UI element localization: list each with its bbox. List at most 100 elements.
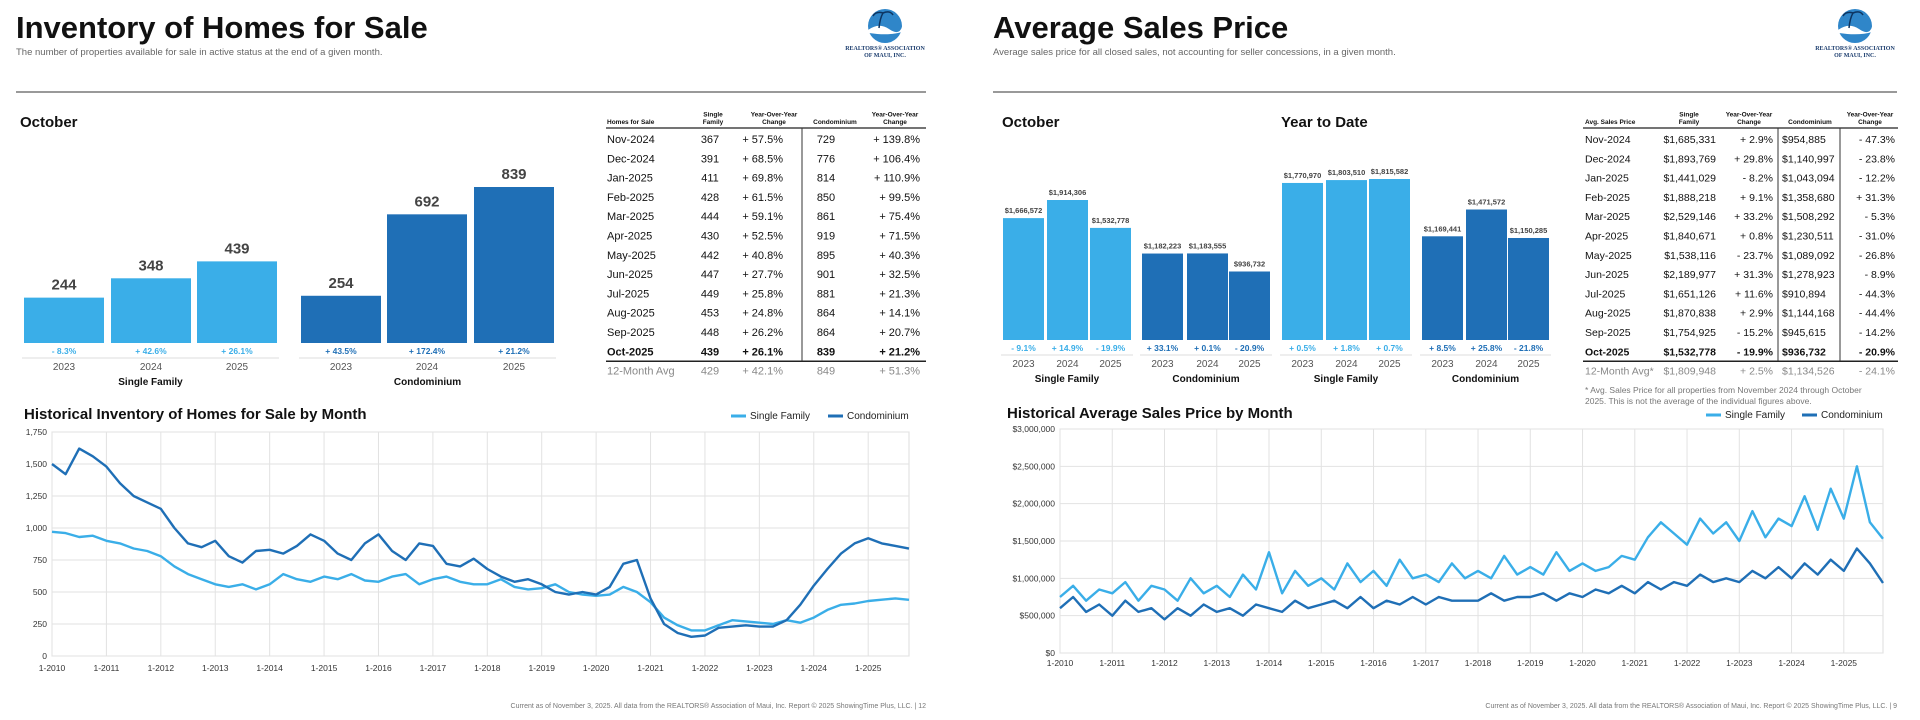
table-cell: 864 [817,327,835,339]
table-cell: + 59.1% [742,211,783,223]
bar [1047,200,1088,340]
x-tick-label: 1-2022 [1674,658,1701,668]
table-cell: $1,441,029 [1663,173,1716,185]
bar [1142,253,1183,340]
bar [1508,237,1549,340]
page-title: Average Sales Price [993,10,1288,45]
year-label: 2024 [140,362,163,373]
x-tick-label: 1-2019 [1517,658,1544,668]
x-tick-label: 1-2013 [202,663,229,673]
table-cell: + 32.5% [879,269,920,281]
change-label: + 14.9% [1052,343,1084,353]
x-tick-label: 1-2013 [1204,658,1231,668]
x-tick-label: 1-2021 [1622,658,1649,668]
table-cell: 391 [701,153,719,165]
table-cell: + 75.4% [879,211,920,223]
table-cell: $1,888,218 [1663,192,1716,204]
y-tick-label: 0 [42,651,47,661]
bar [301,295,381,343]
table-cell: - 47.3% [1859,134,1895,146]
table-cell: 367 [701,134,719,146]
table-cell: Jan-2025 [607,173,653,185]
year-label: 2023 [1291,359,1314,370]
group-label: Condominium [394,377,461,388]
bar [1422,236,1463,340]
table-cell: Sep-2025 [607,327,655,339]
year-label: 2023 [53,362,76,373]
change-label: - 8.3% [52,346,77,356]
table-cell: + 40.8% [742,250,783,262]
table-cell: 442 [701,250,719,262]
year-label: 2024 [1475,359,1498,370]
table-header: Single [703,112,723,119]
table-cell: $936,732 [1782,346,1826,358]
table-cell: $1,809,948 [1663,366,1716,378]
legend-label: Single Family [750,411,810,422]
y-tick-label: $500,000 [1020,611,1056,621]
table-cell: - 26.8% [1859,250,1895,262]
table-cell: 453 [701,308,719,320]
page-footer: Current as of November 3, 2025. All data… [1485,702,1897,710]
table-cell: - 31.0% [1859,231,1895,243]
x-tick-label: 1-2010 [1047,658,1074,668]
table-cell: + 9.1% [1740,192,1773,204]
table-cell: $1,089,092 [1782,250,1835,262]
table-cell: + 40.3% [879,250,920,262]
bar-value-label: $1,169,441 [1424,224,1462,233]
bar-value-label: $1,803,510 [1328,168,1366,177]
x-tick-label: 1-2014 [1256,658,1283,668]
year-label: 2024 [416,362,439,373]
year-label: 2024 [1056,359,1079,370]
table-cell: 864 [817,308,835,320]
table-cell: Apr-2025 [1585,231,1628,243]
year-label: 2025 [1099,359,1122,370]
y-tick-label: 1,500 [26,459,48,469]
bar-value-label: 254 [328,275,354,292]
bar-value-label: $1,815,582 [1371,167,1409,176]
y-tick-label: 1,000 [26,523,48,533]
table-cell: Oct-2025 [607,346,653,358]
x-tick-label: 1-2021 [637,663,664,673]
x-tick-label: 1-2012 [148,663,175,673]
series-line [51,447,910,638]
change-label: + 25.8% [1471,343,1503,353]
bar-value-label: 348 [138,257,163,274]
table-note: 2025. This is not the average of the ind… [1585,396,1812,406]
x-tick-label: 1-2017 [420,663,447,673]
bar [474,187,554,343]
table-cell: Dec-2024 [607,153,655,165]
x-tick-label: 1-2016 [365,663,392,673]
table-cell: + 51.3% [879,366,920,378]
table-cell: + 52.5% [742,231,783,243]
table-cell: + 2.9% [1740,134,1773,146]
bar-value-label: 439 [224,240,249,257]
table-cell: + 61.5% [742,192,783,204]
bar [1187,253,1228,340]
change-label: + 21.2% [498,346,530,356]
logo-palm [872,11,894,29]
change-label: - 21.8% [1514,343,1544,353]
x-tick-label: 1-2022 [692,663,719,673]
table-header: Change [1737,119,1761,126]
x-tick-label: 1-2019 [528,663,555,673]
x-tick-label: 1-2018 [1465,658,1492,668]
table-cell: + 14.1% [879,308,920,320]
bar [1326,180,1367,340]
table-cell: 439 [701,346,719,358]
y-tick-label: 1,750 [26,427,48,437]
table-cell: 729 [817,134,835,146]
year-label: 2024 [1335,359,1358,370]
table-cell: $2,189,977 [1663,269,1716,281]
bar [197,261,277,343]
bar-chart-title: October [20,114,78,131]
table-cell: $910,894 [1782,288,1826,300]
bar-chart-title: Year to Date [1281,114,1368,131]
year-label: 2023 [1151,359,1174,370]
table-cell: 12-Month Avg* [1585,366,1654,378]
bar [1369,179,1410,340]
bar-value-label: $1,666,572 [1005,206,1043,215]
year-label: 2023 [330,362,353,373]
change-label: - 19.9% [1096,343,1126,353]
table-header: Year-Over-Year [1847,112,1894,119]
x-tick-label: 1-2023 [746,663,773,673]
